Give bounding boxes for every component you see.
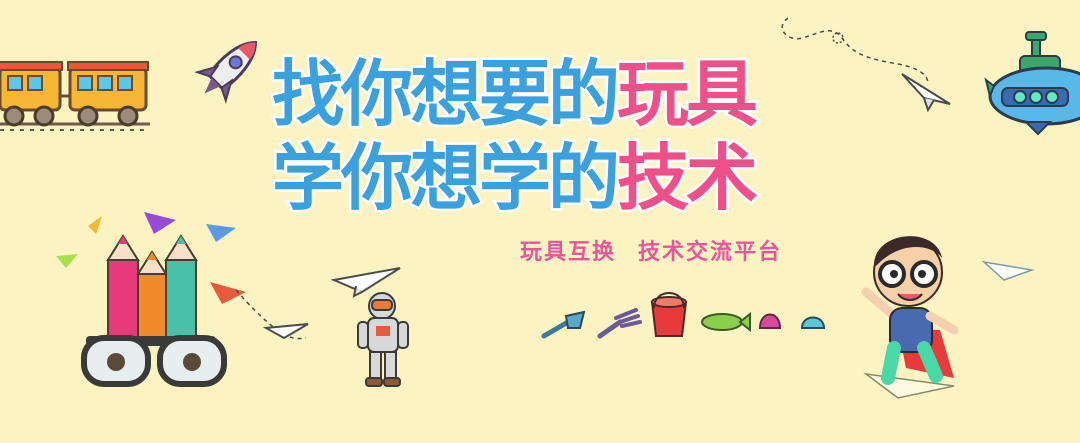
tagline-left: 玩具互换 <box>520 240 617 265</box>
headline-line-2: 学你想学的技术 <box>269 134 761 223</box>
paper-plane-icon <box>235 267 401 340</box>
rocket-icon <box>194 41 257 104</box>
toy-train-icon <box>0 61 150 131</box>
headline-line-2-pink: 技术 <box>615 134 761 223</box>
headline-line-1-pink: 玩具 <box>615 50 761 139</box>
tagline-right: 技术交流平台 <box>638 240 783 265</box>
submarine-icon <box>984 31 1080 136</box>
pencils-glasses-icon <box>56 212 246 387</box>
astronaut-icon <box>357 292 409 387</box>
tagline: 玩具互换 技术交流平台 <box>520 234 782 266</box>
headline-line-1: 找你想要的玩具 <box>269 50 761 139</box>
headline: 找你想要的玩具 学你想学的技术 <box>269 50 761 223</box>
paper-plane-icon <box>781 17 951 113</box>
cartoon-boy-icon <box>861 236 1035 399</box>
beach-toys-icon <box>541 292 826 339</box>
headline-line-2-blue: 学你想学的 <box>269 134 622 223</box>
headline-line-1-blue: 找你想要的 <box>269 50 622 139</box>
